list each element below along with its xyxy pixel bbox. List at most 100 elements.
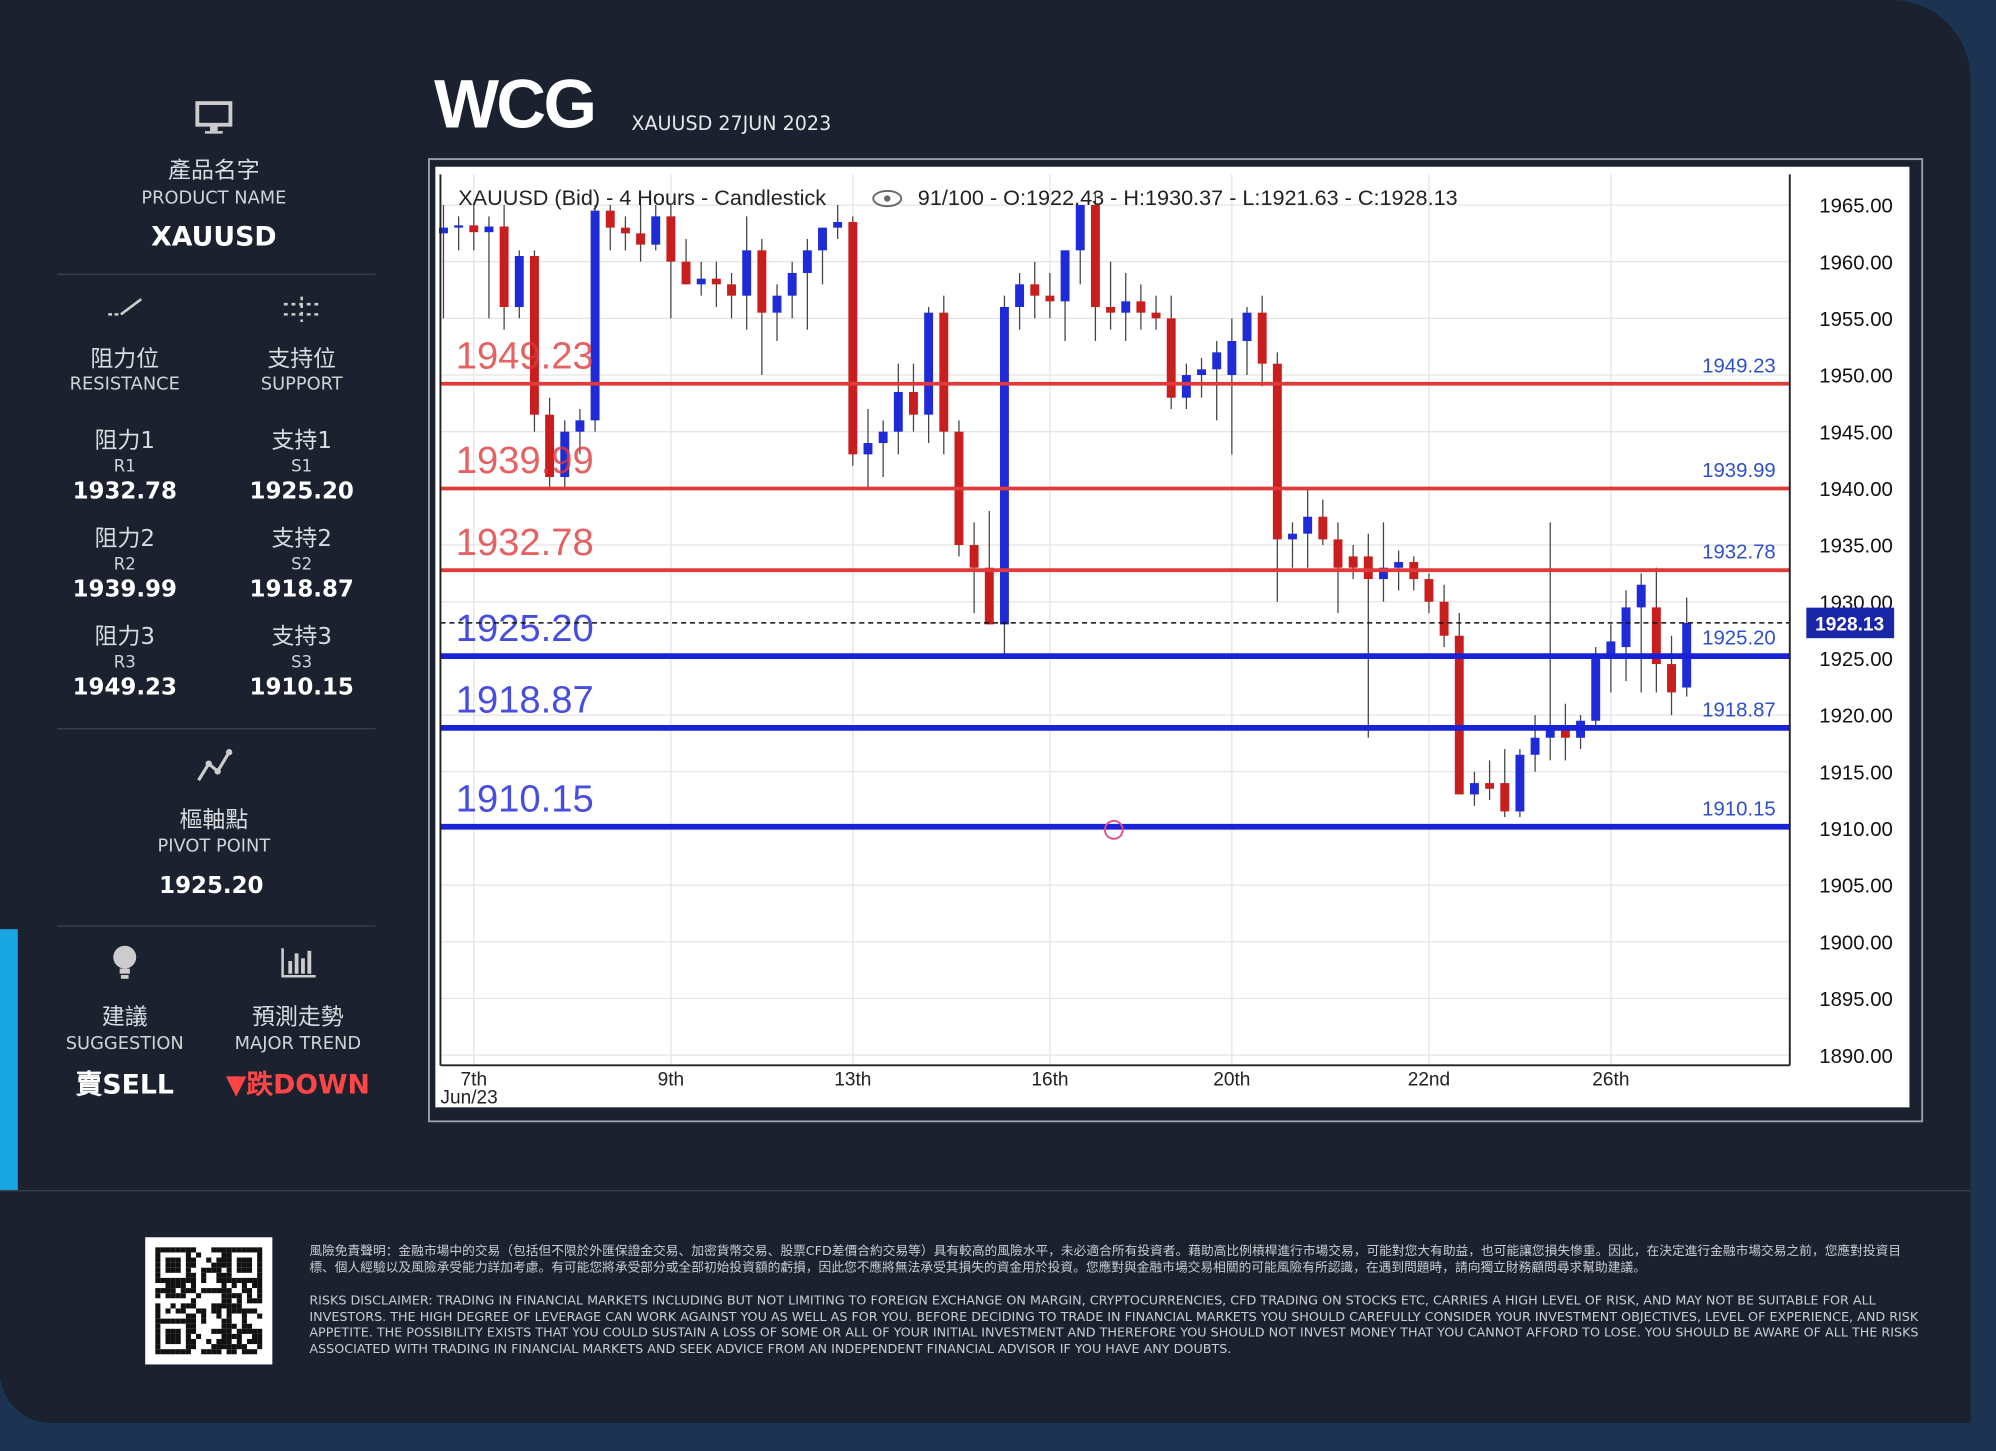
qr-cell <box>221 1293 227 1299</box>
separator <box>57 925 376 927</box>
y-tick-label: 1895.00 <box>1819 989 1893 1011</box>
candle-body <box>469 225 479 233</box>
qr-cell <box>170 1282 176 1289</box>
qr-cell <box>216 1338 222 1345</box>
qr-cell <box>170 1277 176 1283</box>
qr-cell <box>155 1308 161 1314</box>
candle-body <box>742 250 752 296</box>
qr-cell <box>170 1338 176 1345</box>
candle-body <box>924 312 934 415</box>
qr-cell <box>165 1328 171 1334</box>
qr-cell <box>236 1257 242 1263</box>
qr-cell <box>185 1323 191 1329</box>
level-label: 1939.99 <box>456 439 594 482</box>
qr-cell <box>201 1272 207 1278</box>
qr-cell <box>196 1293 202 1299</box>
qr-cell <box>221 1333 227 1339</box>
y-tick-label: 1925.00 <box>1819 649 1893 671</box>
candle-body <box>787 272 797 296</box>
qr-cell <box>216 1344 222 1350</box>
candle-body <box>681 261 691 285</box>
price-tag-label: 1928.13 <box>1815 615 1884 636</box>
qr-cell <box>206 1267 212 1273</box>
qr-cell <box>246 1323 253 1329</box>
level-zh: 阻力2 <box>94 525 155 553</box>
qr-cell <box>226 1272 232 1278</box>
qr-cell <box>170 1303 176 1309</box>
y-tick-label: 1900.00 <box>1819 932 1893 954</box>
qr-cell <box>175 1257 181 1263</box>
qr-cell <box>257 1272 263 1278</box>
qr-cell <box>185 1252 191 1258</box>
qr-cell <box>155 1338 161 1345</box>
qr-cell <box>160 1247 166 1253</box>
qr-cell <box>185 1277 191 1283</box>
qr-cell <box>246 1308 253 1314</box>
qr-cell <box>216 1272 222 1278</box>
eye-icon <box>872 189 903 208</box>
candle-body <box>1394 562 1404 568</box>
candle-body <box>1288 533 1297 540</box>
qr-cell <box>221 1257 227 1263</box>
resistance-zh: 阻力位 <box>90 346 160 373</box>
qr-cell <box>155 1344 161 1350</box>
qr-cell <box>236 1293 242 1299</box>
chart-title: XAUUSD (Bid) - 4 Hours - Candlestick <box>458 185 826 210</box>
pivot-value: 1925.20 <box>159 872 264 900</box>
qr-cell <box>241 1262 247 1268</box>
qr-cell <box>185 1338 191 1345</box>
candle-body <box>1651 607 1661 665</box>
candle-body <box>711 278 721 285</box>
qr-cell <box>201 1349 207 1355</box>
qr-cell <box>257 1282 263 1289</box>
product-value: XAUUSD <box>151 221 277 253</box>
qr-cell <box>170 1333 176 1339</box>
qr-cell <box>231 1333 237 1339</box>
qr-cell <box>257 1298 263 1304</box>
qr-cell <box>165 1349 171 1355</box>
qr-cell <box>216 1308 222 1314</box>
qr-cell <box>155 1328 161 1334</box>
qr-cell <box>175 1333 181 1339</box>
resistance-icon <box>108 298 143 316</box>
support-icon <box>283 296 320 323</box>
x-tick-label: 9th <box>658 1070 685 1091</box>
qr-cell <box>155 1252 161 1258</box>
level-en: S2 <box>291 555 313 575</box>
qr-cell <box>241 1257 247 1263</box>
candle-body <box>1636 584 1646 608</box>
qr-cell <box>175 1262 181 1268</box>
qr-cell <box>216 1257 222 1263</box>
y-tick-label: 1950.00 <box>1819 366 1893 388</box>
qr-cell <box>221 1262 227 1268</box>
qr-cell <box>155 1323 161 1329</box>
qr-cell <box>236 1344 242 1350</box>
candle-body <box>1667 664 1676 693</box>
level-en: S3 <box>291 653 313 673</box>
qr-cell <box>226 1252 232 1258</box>
qr-cell <box>257 1247 263 1253</box>
qr-cell <box>252 1247 258 1253</box>
level-en: R3 <box>113 653 136 673</box>
qr-cell <box>185 1318 191 1324</box>
qr-cell <box>246 1247 253 1253</box>
qr-cell <box>175 1267 181 1273</box>
qr-cell <box>190 1257 197 1263</box>
candle-body <box>1379 567 1388 580</box>
qr-cell <box>175 1318 181 1324</box>
price-tag <box>1806 607 1895 639</box>
level-label: 1949.23 <box>456 334 594 377</box>
candle-body <box>1424 579 1434 602</box>
qr-cell <box>241 1323 247 1329</box>
qr-cell <box>221 1303 227 1309</box>
qr-cell <box>165 1277 171 1283</box>
qr-cell <box>246 1277 253 1283</box>
qr-cell <box>221 1318 227 1324</box>
qr-code <box>145 1237 273 1365</box>
candle-body <box>818 227 827 251</box>
candle-body <box>1272 363 1282 540</box>
qr-cell <box>241 1288 247 1294</box>
qr-cell <box>226 1277 232 1283</box>
qr-cell <box>165 1308 171 1314</box>
